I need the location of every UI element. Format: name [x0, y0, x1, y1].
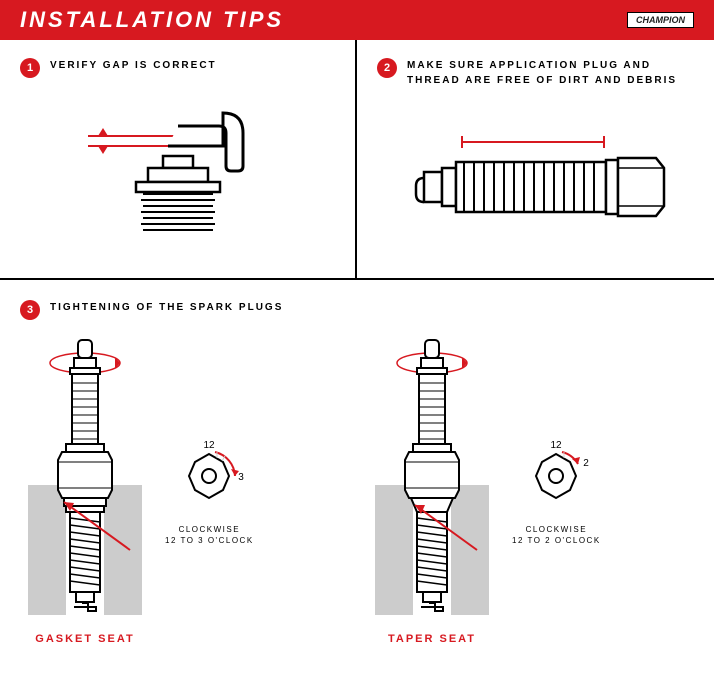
- step-3-badge: 3: [20, 300, 40, 320]
- gap-svg-icon: [48, 98, 308, 238]
- step-1-header: 1 VERIFY GAP IS CORRECT: [20, 58, 335, 78]
- svg-text:3: 3: [238, 472, 244, 483]
- step-3-text: TIGHTENING OF THE SPARK PLUGS: [50, 300, 283, 315]
- taper-seat-label: TAPER SEAT: [388, 633, 476, 645]
- taper-dial: 12 2 CLOCKWISE 12 TO 2 O'CLOCK: [512, 434, 601, 546]
- gasket-seat-group: GASKET SEAT 12 3 CLOCKWISE 12 TO 3 O'CLO…: [20, 335, 347, 645]
- taper-dial-icon: 12 2: [514, 434, 599, 519]
- gasket-dial: 12 3 CLOCKWISE 12 TO 3 O'CLOCK: [165, 434, 254, 546]
- step-2-badge: 2: [377, 58, 397, 78]
- step-1-panel: 1 VERIFY GAP IS CORRECT: [0, 40, 357, 278]
- tightening-content: GASKET SEAT 12 3 CLOCKWISE 12 TO 3 O'CLO…: [20, 335, 694, 645]
- svg-text:12: 12: [550, 440, 562, 451]
- header-title: INSTALLATION TIPS: [20, 7, 284, 33]
- step-3-panel: 3 TIGHTENING OF THE SPARK PLUGS: [0, 280, 714, 665]
- thread-diagram: [377, 103, 694, 253]
- taper-dial-label: CLOCKWISE 12 TO 2 O'CLOCK: [512, 524, 601, 546]
- step-1-badge: 1: [20, 58, 40, 78]
- gasket-plug-icon: [20, 335, 150, 625]
- step-3-header: 3 TIGHTENING OF THE SPARK PLUGS: [20, 300, 694, 320]
- gasket-dial-label: CLOCKWISE 12 TO 3 O'CLOCK: [165, 524, 254, 546]
- step-2-text: MAKE SURE APPLICATION PLUG AND THREAD AR…: [407, 58, 694, 88]
- taper-seat-group: TAPER SEAT 12 2 CLOCKWISE 12 TO 2 O'CLOC…: [367, 335, 694, 645]
- gasket-dial-icon: 12 3: [167, 434, 252, 519]
- gap-diagram: [20, 93, 335, 243]
- brand-logo: CHAMPION: [627, 12, 694, 28]
- gasket-seat-label: GASKET SEAT: [35, 633, 134, 645]
- svg-text:2: 2: [583, 458, 589, 469]
- step-2-panel: 2 MAKE SURE APPLICATION PLUG AND THREAD …: [357, 40, 714, 278]
- svg-text:12: 12: [203, 440, 215, 451]
- step-2-header: 2 MAKE SURE APPLICATION PLUG AND THREAD …: [377, 58, 694, 88]
- step-1-text: VERIFY GAP IS CORRECT: [50, 58, 217, 73]
- top-section: 1 VERIFY GAP IS CORRECT: [0, 40, 714, 280]
- taper-plug-icon: [367, 335, 497, 625]
- thread-svg-icon: [386, 118, 686, 238]
- header-bar: INSTALLATION TIPS CHAMPION: [0, 0, 714, 40]
